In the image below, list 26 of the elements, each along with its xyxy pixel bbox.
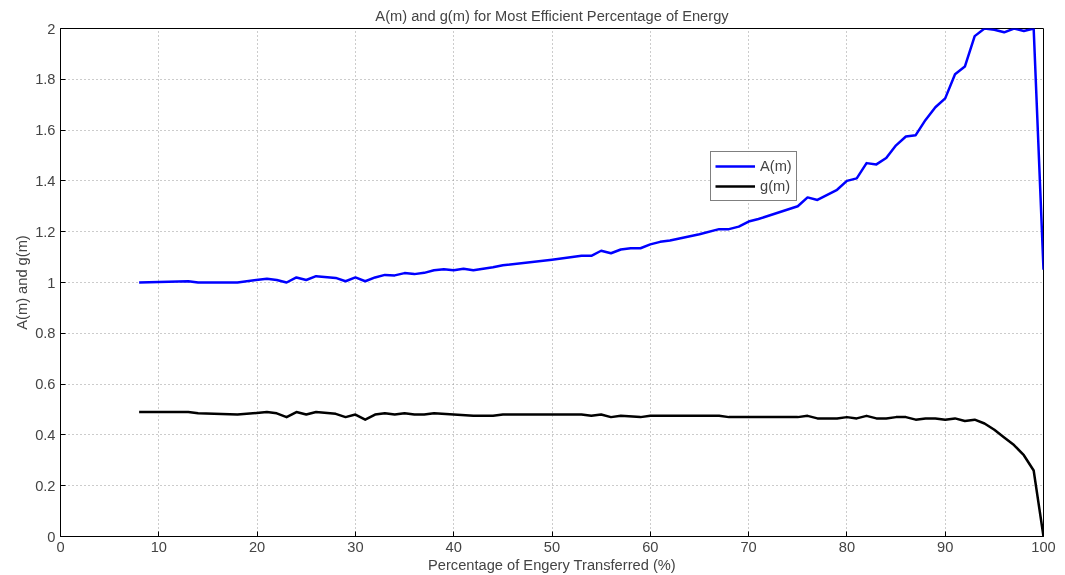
legend-label: g(m) [760, 178, 791, 194]
y-tick-label: 0.4 [35, 426, 56, 443]
x-tick-label: 100 [1031, 538, 1056, 555]
y-tick-label: 1 [47, 274, 56, 291]
y-tick-label: 1.8 [35, 71, 56, 88]
x-tick-label: 70 [740, 538, 757, 555]
x-tick-label: 50 [543, 538, 561, 555]
x-tick-label: 60 [642, 538, 659, 555]
y-tick-label: 0.8 [35, 325, 56, 342]
y-tick-label: 1.6 [35, 122, 56, 139]
x-tick-label: 30 [347, 538, 364, 555]
y-tick-label: 0.2 [35, 477, 56, 494]
y-tick-label: 1.2 [35, 223, 56, 240]
y-tick-label: 0.6 [35, 376, 56, 393]
x-tick-label: 20 [248, 538, 266, 555]
x-tick-label: 40 [445, 538, 462, 555]
y-axis-title: A(m) and g(m) [14, 235, 31, 330]
x-tick-label: 10 [150, 538, 167, 555]
y-tick-label: 2 [47, 20, 56, 37]
legend-label: A(m) [760, 158, 792, 174]
x-tick-label: 80 [838, 538, 856, 555]
chart-title: A(m) and g(m) for Most Efficient Percentage of Energy [375, 7, 730, 24]
line-series [137, 28, 1044, 284]
x-axis-title: Percentage of Engery Transferred (%) [428, 556, 676, 573]
y-tick-label: 1.4 [35, 172, 56, 189]
x-tick-label: 90 [937, 538, 954, 555]
